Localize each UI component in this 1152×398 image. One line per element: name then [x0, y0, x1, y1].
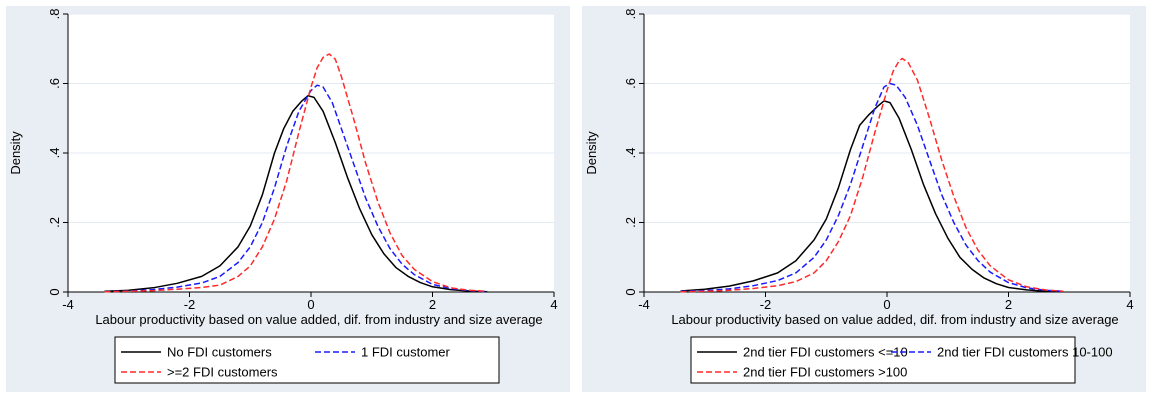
density-chart-left-svg: 0 .2 .4 .6 .8 -4 -2 0 2 4 Labour productivity base… [6, 6, 570, 392]
y-tick-label: .8 [623, 9, 638, 20]
legend-box [690, 336, 1076, 384]
series-line-0 [104, 94, 488, 293]
series-line-1 [104, 84, 488, 293]
density-chart-right: 0 .2 .4 .6 .8 -4 -2 0 2 4 Labour productivity base… [576, 0, 1152, 398]
x-tick-label: 0 [307, 297, 314, 312]
x-tick-label: -2 [760, 297, 772, 312]
legend-label-1: 2nd tier FDI customers 10-100 [937, 345, 1113, 360]
series-line-2 [104, 53, 488, 293]
density-chart-right-svg: 0 .2 .4 .6 .8 -4 -2 0 2 4 Labour productivity base… [582, 6, 1146, 392]
y-tick-label: 0 [47, 288, 62, 295]
legend-label-1: 1 FDI customer [361, 345, 451, 360]
series-line-2 [680, 57, 1064, 293]
legend-box [114, 336, 500, 384]
x-axis-label: Labour productivity based on value added… [95, 312, 542, 327]
x-tick-label: -4 [638, 297, 650, 312]
legend-label-2: >=2 FDI customers [167, 365, 278, 380]
y-axis-label: Density [8, 131, 23, 175]
x-tick-label: 2 [1005, 297, 1012, 312]
x-axis-label: Labour productivity based on value added… [671, 312, 1118, 327]
y-tick-label: .4 [623, 148, 638, 159]
y-tick-label: .8 [47, 9, 62, 20]
y-tick-label: .6 [623, 78, 638, 89]
legend-label-0: No FDI customers [167, 345, 272, 360]
y-tick-label: 0 [623, 288, 638, 295]
x-tick-label: -2 [184, 297, 196, 312]
y-tick-label: .2 [47, 217, 62, 228]
series-line-0 [680, 100, 1064, 293]
y-tick-label: .2 [623, 217, 638, 228]
legend-label-0: 2nd tier FDI customers <=10 [743, 345, 908, 360]
legend-label-2: 2nd tier FDI customers >100 [743, 365, 907, 380]
y-tick-label: .6 [47, 78, 62, 89]
x-tick-label: 4 [1126, 297, 1133, 312]
x-tick-label: 4 [550, 297, 557, 312]
density-chart-left: 0 .2 .4 .6 .8 -4 -2 0 2 4 Labour productivity base… [6, 6, 570, 392]
x-tick-label: -4 [62, 297, 74, 312]
x-tick-label: 2 [429, 297, 436, 312]
y-axis-label: Density [584, 131, 599, 175]
y-tick-label: .4 [47, 148, 62, 159]
x-tick-label: 0 [883, 297, 890, 312]
